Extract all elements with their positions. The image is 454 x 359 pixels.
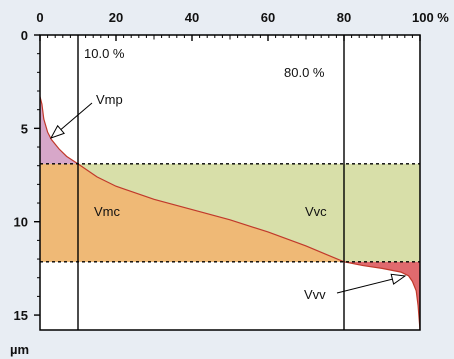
y-tick-label: 0	[21, 28, 28, 43]
x-tick-label: 20	[109, 10, 123, 25]
x-tick-label: 60	[261, 10, 275, 25]
region-label-vmp: Vmp	[96, 92, 123, 107]
y-tick-label: 15	[14, 308, 28, 323]
arrow-vvv-head	[390, 273, 407, 285]
x-tick-label: 100 %	[412, 10, 449, 25]
ratio-label-1: 10.0 %	[84, 46, 125, 61]
region-label-vmc: Vmc	[94, 204, 121, 219]
y-tick-label: 10	[14, 215, 28, 230]
region-vmc	[40, 163, 344, 262]
x-tick-label: 0	[36, 10, 43, 25]
region-vmp	[40, 96, 78, 164]
region-label-vvc: Vvc	[305, 204, 327, 219]
region-vvv	[344, 261, 420, 330]
x-tick-label: 80	[337, 10, 351, 25]
x-tick-label: 40	[185, 10, 199, 25]
region-label-vvv: Vvv	[304, 287, 326, 302]
ratio-label-2: 80.0 %	[284, 65, 325, 80]
y-axis-label: µm	[10, 342, 29, 357]
arrow-vmp-head	[49, 124, 65, 139]
y-tick-label: 5	[21, 121, 28, 136]
